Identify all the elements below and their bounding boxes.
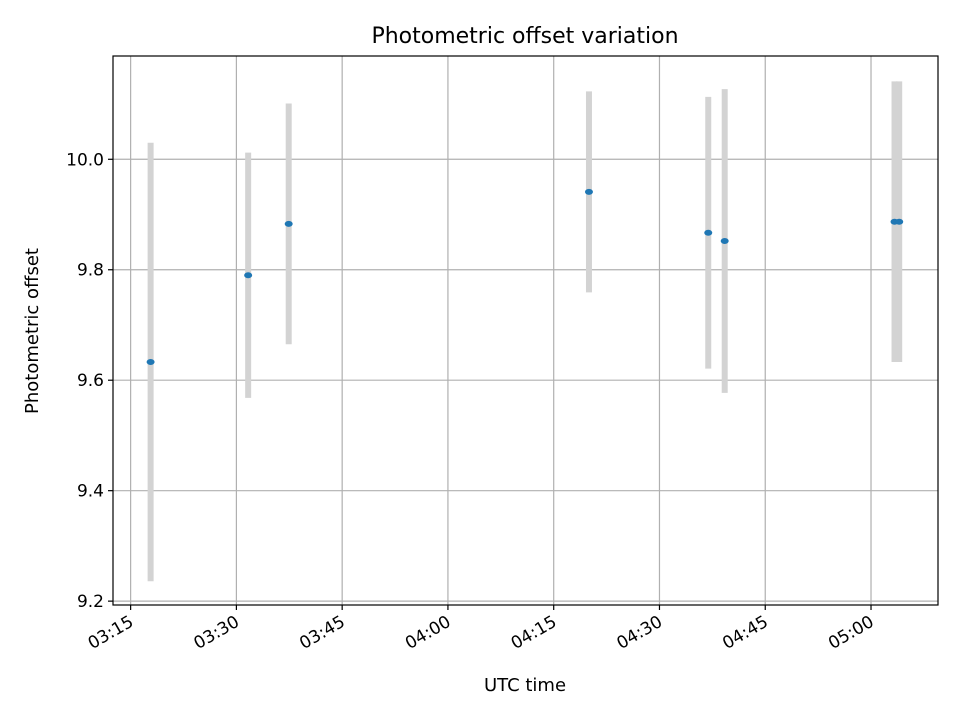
y-tick-label: 9.6 [77, 371, 104, 391]
y-axis: 9.2 9.4 9.6 9.8 10.0 [66, 150, 113, 612]
data-points [146, 188, 904, 365]
y-tick-label: 9.8 [77, 261, 104, 281]
x-tick-label: 04:30 [614, 612, 666, 654]
y-tick-label: 9.4 [77, 482, 104, 502]
x-tick-label: 03:45 [296, 612, 348, 654]
data-point [720, 238, 729, 245]
x-tick-label: 03:30 [190, 612, 242, 654]
data-point [244, 272, 253, 279]
y-tick-label: 10.0 [66, 150, 104, 170]
data-point [895, 218, 904, 225]
data-point [584, 188, 593, 195]
x-tick-label: 03:15 [85, 612, 137, 654]
y-axis-label: Photometric offset [22, 248, 43, 414]
y-tick-label: 9.2 [77, 592, 104, 612]
plot-frame [112, 55, 939, 606]
data-point [146, 358, 155, 365]
grid [113, 56, 938, 605]
x-axis: 03:15 03:30 03:45 04:00 04:15 04:30 04:45 05:00 [85, 605, 878, 654]
data-point [704, 229, 713, 236]
x-tick-label: 04:15 [508, 612, 560, 654]
x-tick-label: 04:45 [719, 612, 771, 654]
data-point [284, 220, 293, 227]
chart-title: Photometric offset variation [371, 24, 678, 49]
x-tick-label: 05:00 [825, 612, 877, 654]
x-tick-label: 04:00 [402, 612, 454, 654]
x-axis-label: UTC time [484, 675, 566, 696]
